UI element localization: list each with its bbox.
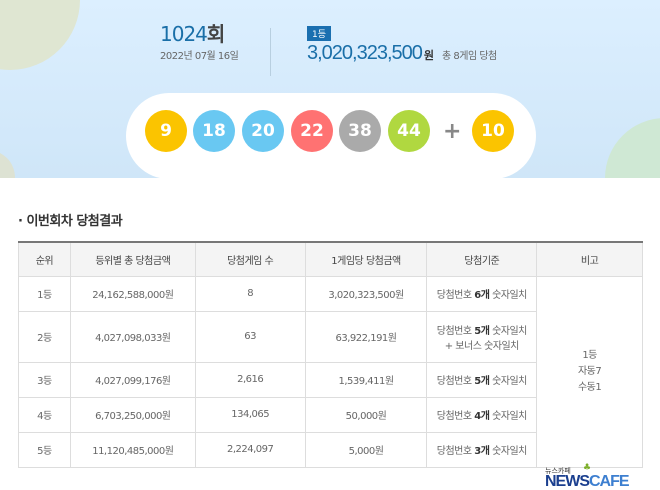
- criteria-text: 숫자일치: [489, 446, 527, 457]
- total-winners: 총 8게임 당첨: [442, 51, 497, 62]
- cell-criteria: 당첨번호 6개 숫자일치: [426, 275, 538, 312]
- round-suffix: 회: [206, 22, 225, 46]
- column-header: 순위: [18, 241, 71, 277]
- cell-total: 24,162,588,000원: [69, 275, 196, 312]
- logo-cafe: CAFE: [589, 473, 630, 490]
- criteria-text: 당첨번호: [436, 411, 475, 422]
- criteria-text: 당첨번호: [436, 325, 475, 337]
- number-ball: 18: [193, 110, 235, 152]
- plus-sign: +: [443, 119, 462, 144]
- draw-date: 2022년 07월 16일: [160, 51, 239, 62]
- criteria-count: 5개: [474, 376, 490, 387]
- cell-per_game: 63,922,191원: [304, 310, 428, 363]
- criteria-count: 6개: [474, 290, 490, 301]
- table-row: 1등 24,162,588,000원 8 3,020,323,500원 당첨번호 6개 …: [18, 275, 643, 468]
- criteria-count: 5개: [474, 325, 490, 337]
- currency-unit: 원: [423, 49, 435, 62]
- criteria-text: 숫자일치: [489, 290, 527, 301]
- cell-rank: 1등: [18, 275, 71, 312]
- rank-badge: 1등: [307, 26, 332, 41]
- cell-count: 63: [194, 310, 306, 363]
- cell-rank: 2등: [18, 310, 71, 363]
- draw-banner: 1024회 2022년 07월 16일 1등 3,020,323,500 원 총…: [0, 0, 660, 178]
- cell-per_game: 5,000원: [304, 431, 428, 468]
- cell-total: 11,120,485,000원: [69, 431, 196, 468]
- column-header: 1게임당 당첨금액: [304, 241, 428, 277]
- table-row: 2등 4,027,098,033원 63 63,922,191원 당첨번호 5개 숫자일…: [18, 310, 643, 363]
- table-row: 3등 4,027,099,176원 2,616 1,539,411원 당첨번호 5개 숫…: [18, 361, 643, 398]
- cell-count: 2,616: [194, 361, 306, 398]
- cell-rank: 5등: [18, 431, 71, 468]
- cell-per_game: 3,020,323,500원: [304, 275, 428, 312]
- cell-criteria: 당첨번호 3개 숫자일치: [426, 431, 538, 468]
- section-title: · 이번회차 당첨결과: [18, 214, 123, 229]
- criteria-text: 숫자일치: [489, 325, 527, 337]
- cell-criteria: 당첨번호 5개 숫자일치: [426, 361, 538, 398]
- cell-count: 8: [194, 275, 306, 312]
- decoration-circle: [0, 0, 80, 70]
- column-header: 당첨게임 수: [194, 241, 306, 277]
- divider: [270, 28, 271, 76]
- cell-criteria: 당첨번호 5개 숫자일치 + 보너스 숫자일치: [426, 310, 538, 363]
- number-ball: 44: [388, 110, 430, 152]
- decoration-circle: [0, 150, 15, 178]
- number-ball: 20: [242, 110, 284, 152]
- criteria-bonus: + 보너스 숫자일치: [444, 340, 520, 352]
- criteria-count: 4개: [474, 411, 490, 422]
- cell-count: 2,224,097: [194, 431, 306, 468]
- cell-total: 6,703,250,000원: [69, 396, 196, 433]
- cell-per_game: 50,000원: [304, 396, 428, 433]
- results-table: 순위 등위별 총 당첨금액 당첨게임 수 1게임당 당첨금액 당첨기준 비고 1등 24,1…: [18, 241, 643, 468]
- number-ball: 38: [339, 110, 381, 152]
- logo-text: NEWSCAFE: [545, 473, 630, 490]
- criteria-text: 숫자일치: [489, 376, 527, 387]
- criteria-count: 3개: [474, 446, 490, 457]
- newscafe-logo: 뉴스카페 ♣ NEWSCAFE: [545, 463, 660, 490]
- criteria-text: 숫자일치: [489, 411, 527, 422]
- column-header: 비고: [536, 241, 643, 277]
- note-line: 자동7: [577, 365, 602, 377]
- decoration-circle: [605, 118, 660, 178]
- bonus-ball: 10: [472, 110, 514, 152]
- cell-total: 4,027,099,176원: [69, 361, 196, 398]
- note-line: 1등: [582, 349, 597, 361]
- cell-per_game: 1,539,411원: [304, 361, 428, 398]
- cell-rank: 4등: [18, 396, 71, 433]
- column-header: 당첨기준: [426, 241, 538, 277]
- number-ball: 22: [291, 110, 333, 152]
- first-prize-amount: 3,020,323,500: [307, 42, 423, 64]
- tree-icon: ♣: [583, 463, 592, 473]
- criteria-text: 당첨번호: [436, 446, 475, 457]
- cell-count: 134,065: [194, 396, 306, 433]
- table-row: 5등 11,120,485,000원 2,224,097 5,000원 당첨번호 3개 …: [18, 431, 643, 468]
- logo-news: NEWS: [545, 473, 590, 490]
- column-header: 등위별 총 당첨금액: [69, 241, 196, 277]
- cell-rank: 3등: [18, 361, 71, 398]
- criteria-text: 당첨번호: [436, 290, 475, 301]
- criteria-text: 당첨번호: [436, 376, 475, 387]
- number-ball: 9: [145, 110, 187, 152]
- logo-small-text: 뉴스카페: [545, 467, 571, 475]
- header-row: 순위 등위별 총 당첨금액 당첨게임 수 1게임당 당첨금액 당첨기준 비고: [18, 241, 643, 277]
- round-value: 1024: [160, 22, 208, 46]
- note-line: 수동1: [577, 381, 602, 393]
- round-number: 1024회: [160, 18, 225, 47]
- cell-criteria: 당첨번호 4개 숫자일치: [426, 396, 538, 433]
- cell-total: 4,027,098,033원: [69, 310, 196, 363]
- prize-row: 3,020,323,500 원 총 8게임 당첨: [307, 42, 497, 65]
